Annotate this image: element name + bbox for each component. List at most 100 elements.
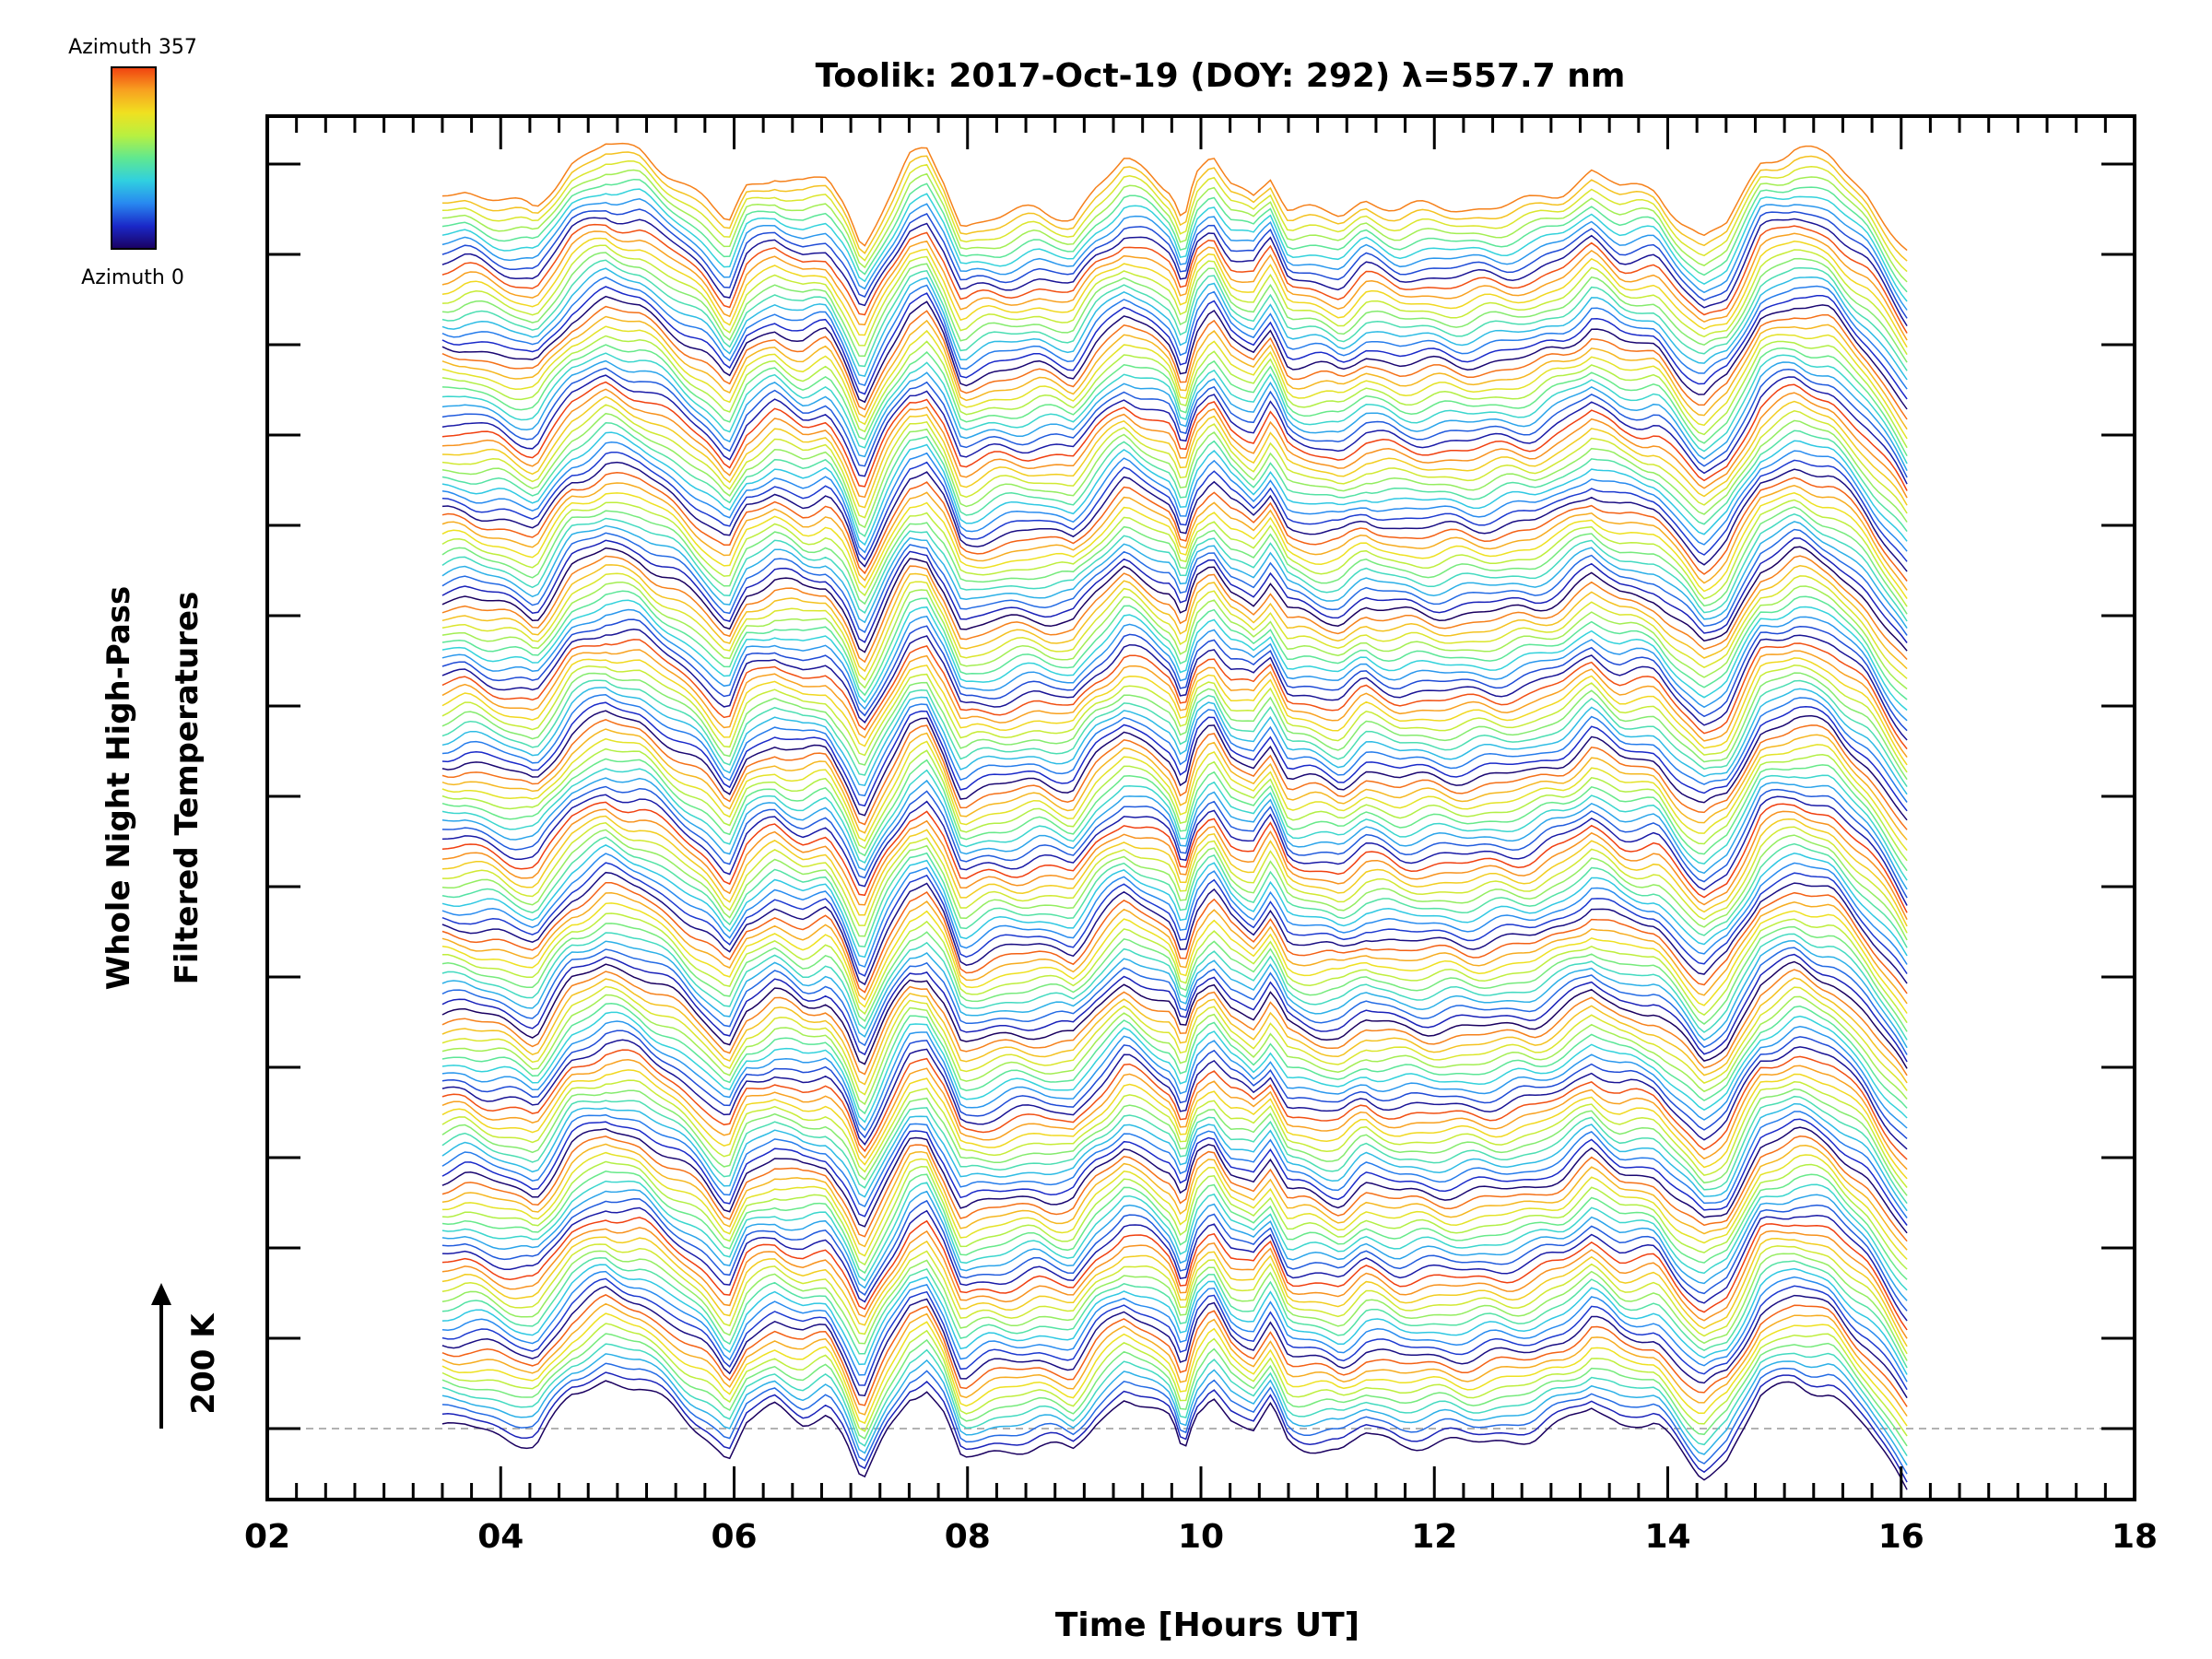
series-line-131 [441, 244, 1908, 356]
series-line-68 [441, 794, 1908, 906]
series-line-66 [441, 808, 1908, 921]
series-line-133 [441, 230, 1908, 341]
series-line-3 [441, 1353, 1908, 1466]
series-line-86 [441, 639, 1908, 750]
series-line-2 [441, 1362, 1908, 1475]
series-line-100 [441, 513, 1908, 622]
series-line-85 [441, 649, 1908, 759]
series-line-48 [441, 960, 1908, 1069]
series-line-27 [441, 1143, 1908, 1251]
series-line-12 [441, 1270, 1908, 1382]
series-line-49 [441, 953, 1908, 1063]
scale-bar: 200 K [151, 1283, 222, 1429]
series-line-95 [441, 555, 1908, 664]
y-axis-label-line1: Whole Night High-Pass [100, 586, 137, 991]
series-line-115 [441, 381, 1908, 491]
series-line-84 [441, 657, 1908, 766]
series-line-139 [441, 178, 1908, 293]
series-line-14 [441, 1256, 1908, 1369]
series-line-102 [441, 499, 1908, 607]
series-line-50 [441, 947, 1908, 1055]
series-line-119 [441, 352, 1908, 465]
series-line-109 [441, 431, 1908, 547]
series-line-73 [441, 747, 1908, 862]
series-line-121 [441, 335, 1908, 449]
series-line-56 [441, 891, 1908, 1005]
series-line-114 [441, 388, 1908, 499]
series-line-64 [441, 822, 1908, 934]
x-axis-label: Time [Hours UT] [1055, 1606, 1359, 1644]
series-line-106 [441, 461, 1908, 572]
series-line-127 [441, 276, 1908, 390]
series-line-89 [441, 608, 1908, 722]
series-line-4 [441, 1343, 1908, 1457]
series-line-135 [441, 217, 1908, 326]
series-line-113 [441, 395, 1908, 509]
series-line-72 [441, 758, 1908, 872]
series-group [441, 142, 1908, 1490]
series-line-63 [441, 829, 1908, 941]
series-line-99 [441, 521, 1908, 629]
x-tick-label: 08 [945, 1518, 991, 1556]
plot-frame [265, 114, 2136, 1501]
series-line-128 [441, 267, 1908, 381]
series-line-76 [441, 718, 1908, 830]
series-line-122 [441, 325, 1908, 440]
series-line-31 [441, 1111, 1908, 1218]
series-line-142 [441, 151, 1908, 262]
series-line-105 [441, 472, 1908, 582]
series-line-52 [441, 932, 1908, 1041]
series-line-81 [441, 679, 1908, 788]
series-line-69 [441, 785, 1908, 899]
series-line-53 [441, 923, 1908, 1032]
series-line-79 [441, 694, 1908, 803]
series-line-83 [441, 665, 1908, 773]
series-line-78 [441, 701, 1908, 812]
series-line-70 [441, 777, 1908, 890]
series-line-130 [441, 252, 1908, 363]
series-line-16 [441, 1243, 1908, 1355]
series-line-140 [441, 169, 1908, 283]
series-line-82 [441, 672, 1908, 781]
series-line-80 [441, 687, 1908, 795]
scale-bar-arrowhead [151, 1283, 171, 1305]
x-tick-label: 16 [1878, 1518, 1924, 1556]
series-line-103 [441, 492, 1908, 600]
series-line-124 [441, 305, 1908, 420]
colorbar-top-label: Azimuth 357 [68, 36, 197, 59]
series-line-32 [441, 1102, 1908, 1212]
x-tick-label: 06 [711, 1518, 757, 1556]
series-line-93 [441, 572, 1908, 681]
series-line-61 [441, 844, 1908, 959]
series-line-107 [441, 451, 1908, 562]
series-line-143 [441, 142, 1908, 252]
series-line-129 [441, 259, 1908, 371]
series-line-33 [441, 1095, 1908, 1205]
series-line-97 [441, 537, 1908, 643]
series-line-29 [441, 1126, 1908, 1234]
series-line-42 [441, 1011, 1908, 1124]
series-line-25 [441, 1160, 1908, 1270]
series-line-96 [441, 546, 1908, 653]
series-line-1 [441, 1371, 1908, 1483]
series-line-117 [441, 367, 1908, 478]
series-line-60 [441, 853, 1908, 968]
series-line-136 [441, 208, 1908, 319]
series-line-111 [441, 412, 1908, 529]
series-line-37 [441, 1059, 1908, 1171]
series-line-137 [441, 198, 1908, 311]
series-line-24 [441, 1171, 1908, 1280]
series-line-5 [441, 1333, 1908, 1447]
series-line-57 [441, 881, 1908, 994]
series-line-58 [441, 871, 1908, 986]
series-line-62 [441, 836, 1908, 948]
series-line-35 [441, 1079, 1908, 1188]
series-line-98 [441, 528, 1908, 636]
series-line-141 [441, 159, 1908, 273]
series-line-18 [441, 1227, 1908, 1339]
colorbar-bottom-label: Azimuth 0 [81, 266, 184, 289]
series-line-20 [441, 1206, 1908, 1322]
series-line-9 [441, 1294, 1908, 1407]
series-line-110 [441, 422, 1908, 537]
